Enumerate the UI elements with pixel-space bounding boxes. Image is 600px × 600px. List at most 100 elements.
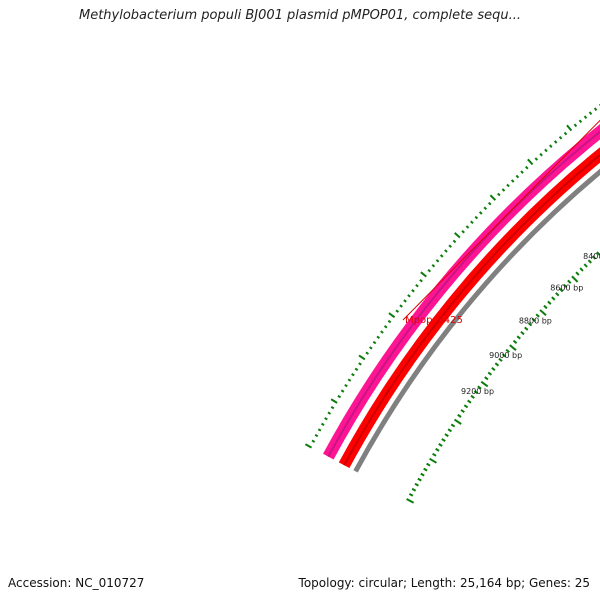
inner-minor-tick — [543, 304, 548, 310]
outer-minor-tick — [525, 165, 529, 170]
outer-minor-tick — [583, 115, 588, 119]
inner-minor-tick — [447, 428, 453, 433]
inner-minor-tick — [441, 438, 446, 442]
inner-major-tick — [539, 309, 547, 317]
outer-minor-tick — [347, 378, 352, 382]
inner-minor-tick — [408, 492, 414, 497]
outer-minor-tick — [539, 152, 543, 157]
inner-minor-tick — [520, 330, 525, 336]
inner-minor-tick — [444, 433, 449, 438]
outer-minor-tick — [395, 309, 400, 313]
inner-minor-tick — [567, 279, 572, 284]
outer-minor-tick — [337, 394, 342, 399]
outer-major-tick — [489, 194, 497, 201]
outer-minor-tick — [435, 259, 440, 263]
outer-minor-tick — [578, 119, 583, 124]
outer-minor-tick — [534, 157, 539, 161]
inner-minor-tick — [527, 322, 533, 327]
outer-minor-tick — [320, 422, 325, 426]
outer-scale-ticks — [304, 103, 600, 449]
genome-info-label: Topology: circular; Length: 25,164 bp; G… — [298, 576, 590, 590]
inner-minor-tick — [463, 404, 469, 409]
outer-minor-tick — [330, 405, 335, 410]
scale-label-8400: 8400 bp — [583, 252, 600, 261]
outer-minor-tick — [387, 319, 392, 324]
outer-minor-tick — [573, 123, 578, 128]
outer-minor-tick — [376, 335, 381, 339]
inner-minor-tick — [591, 255, 597, 260]
inner-minor-tick — [484, 376, 489, 381]
scale-label-8600: 8600 bp — [550, 284, 583, 293]
outer-minor-tick — [497, 192, 501, 197]
outer-minor-tick — [544, 148, 548, 153]
inner-minor-tick — [531, 317, 536, 322]
inner-minor-tick — [563, 283, 568, 289]
outer-minor-tick — [510, 179, 515, 183]
outer-minor-tick — [411, 289, 415, 293]
inner-minor-tick — [596, 251, 600, 256]
outer-minor-tick — [483, 206, 488, 211]
outer-minor-tick — [470, 220, 474, 225]
outer-minor-tick — [369, 346, 373, 350]
accession-label: Accession: NC_010727 — [8, 576, 145, 590]
inner-minor-tick — [487, 371, 493, 376]
inner-minor-tick — [420, 472, 425, 477]
inner-minor-tick — [559, 287, 564, 293]
inner-minor-tick — [438, 443, 443, 447]
outer-minor-tick — [520, 170, 524, 174]
inner-minor-tick — [505, 348, 510, 353]
outer-major-tick — [566, 124, 573, 132]
outer-minor-tick — [553, 140, 558, 144]
outer-minor-tick — [478, 211, 483, 215]
outer-minor-tick — [365, 351, 369, 355]
inner-minor-tick — [450, 423, 456, 428]
inner-minor-tick — [535, 313, 540, 318]
outer-minor-tick — [407, 294, 411, 298]
outer-minor-tick — [563, 131, 568, 136]
inner-minor-tick — [426, 462, 431, 467]
outer-minor-tick — [383, 325, 388, 329]
outer-major-tick — [304, 443, 313, 449]
outer-minor-tick — [448, 244, 452, 248]
outer-minor-tick — [465, 225, 470, 229]
inner-major-tick — [480, 380, 489, 388]
outer-minor-tick — [314, 433, 319, 438]
outer-minor-tick — [340, 389, 345, 393]
outer-minor-tick — [380, 330, 384, 334]
inner-major-tick — [406, 498, 415, 504]
inner-minor-tick — [555, 292, 560, 297]
gene-callout: Mpop_5425 — [402, 119, 600, 326]
outer-minor-tick — [593, 107, 598, 111]
outer-minor-tick — [487, 201, 492, 206]
inner-major-tick — [453, 418, 462, 425]
feature-rings — [323, 124, 600, 473]
outer-minor-tick — [354, 367, 359, 371]
inner-minor-tick — [494, 362, 500, 367]
outer-minor-tick — [474, 215, 479, 220]
outer-minor-tick — [444, 249, 448, 253]
inner-minor-tick — [435, 447, 440, 452]
inner-minor-tick — [417, 477, 422, 482]
forward-gene-ring-core — [343, 153, 600, 466]
inner-scale-ticks — [406, 251, 600, 504]
inner-minor-tick — [432, 452, 437, 457]
outer-major-tick — [330, 398, 338, 404]
gene-label-mpop-5425[interactable]: Mpop_5425 — [405, 315, 463, 326]
reverse-gene-ring-core — [327, 130, 600, 458]
inner-minor-tick — [477, 385, 482, 390]
outer-minor-tick — [403, 299, 407, 303]
outer-minor-tick — [344, 383, 348, 388]
scale-labels: 7200 bp7400 bp7600 bp7800 bp8000 bp8200 … — [461, 252, 600, 396]
outer-minor-tick — [452, 239, 457, 244]
outer-minor-tick — [549, 144, 553, 148]
inner-minor-tick — [411, 487, 417, 492]
inner-minor-tick — [524, 326, 529, 331]
inner-major-tick — [429, 457, 437, 464]
inner-minor-tick — [498, 357, 503, 362]
inner-minor-tick — [470, 394, 475, 399]
inner-minor-tick — [467, 399, 472, 404]
inner-minor-tick — [457, 413, 462, 418]
inner-minor-tick — [460, 409, 465, 414]
outer-minor-tick — [415, 283, 419, 288]
outer-minor-tick — [461, 230, 465, 234]
